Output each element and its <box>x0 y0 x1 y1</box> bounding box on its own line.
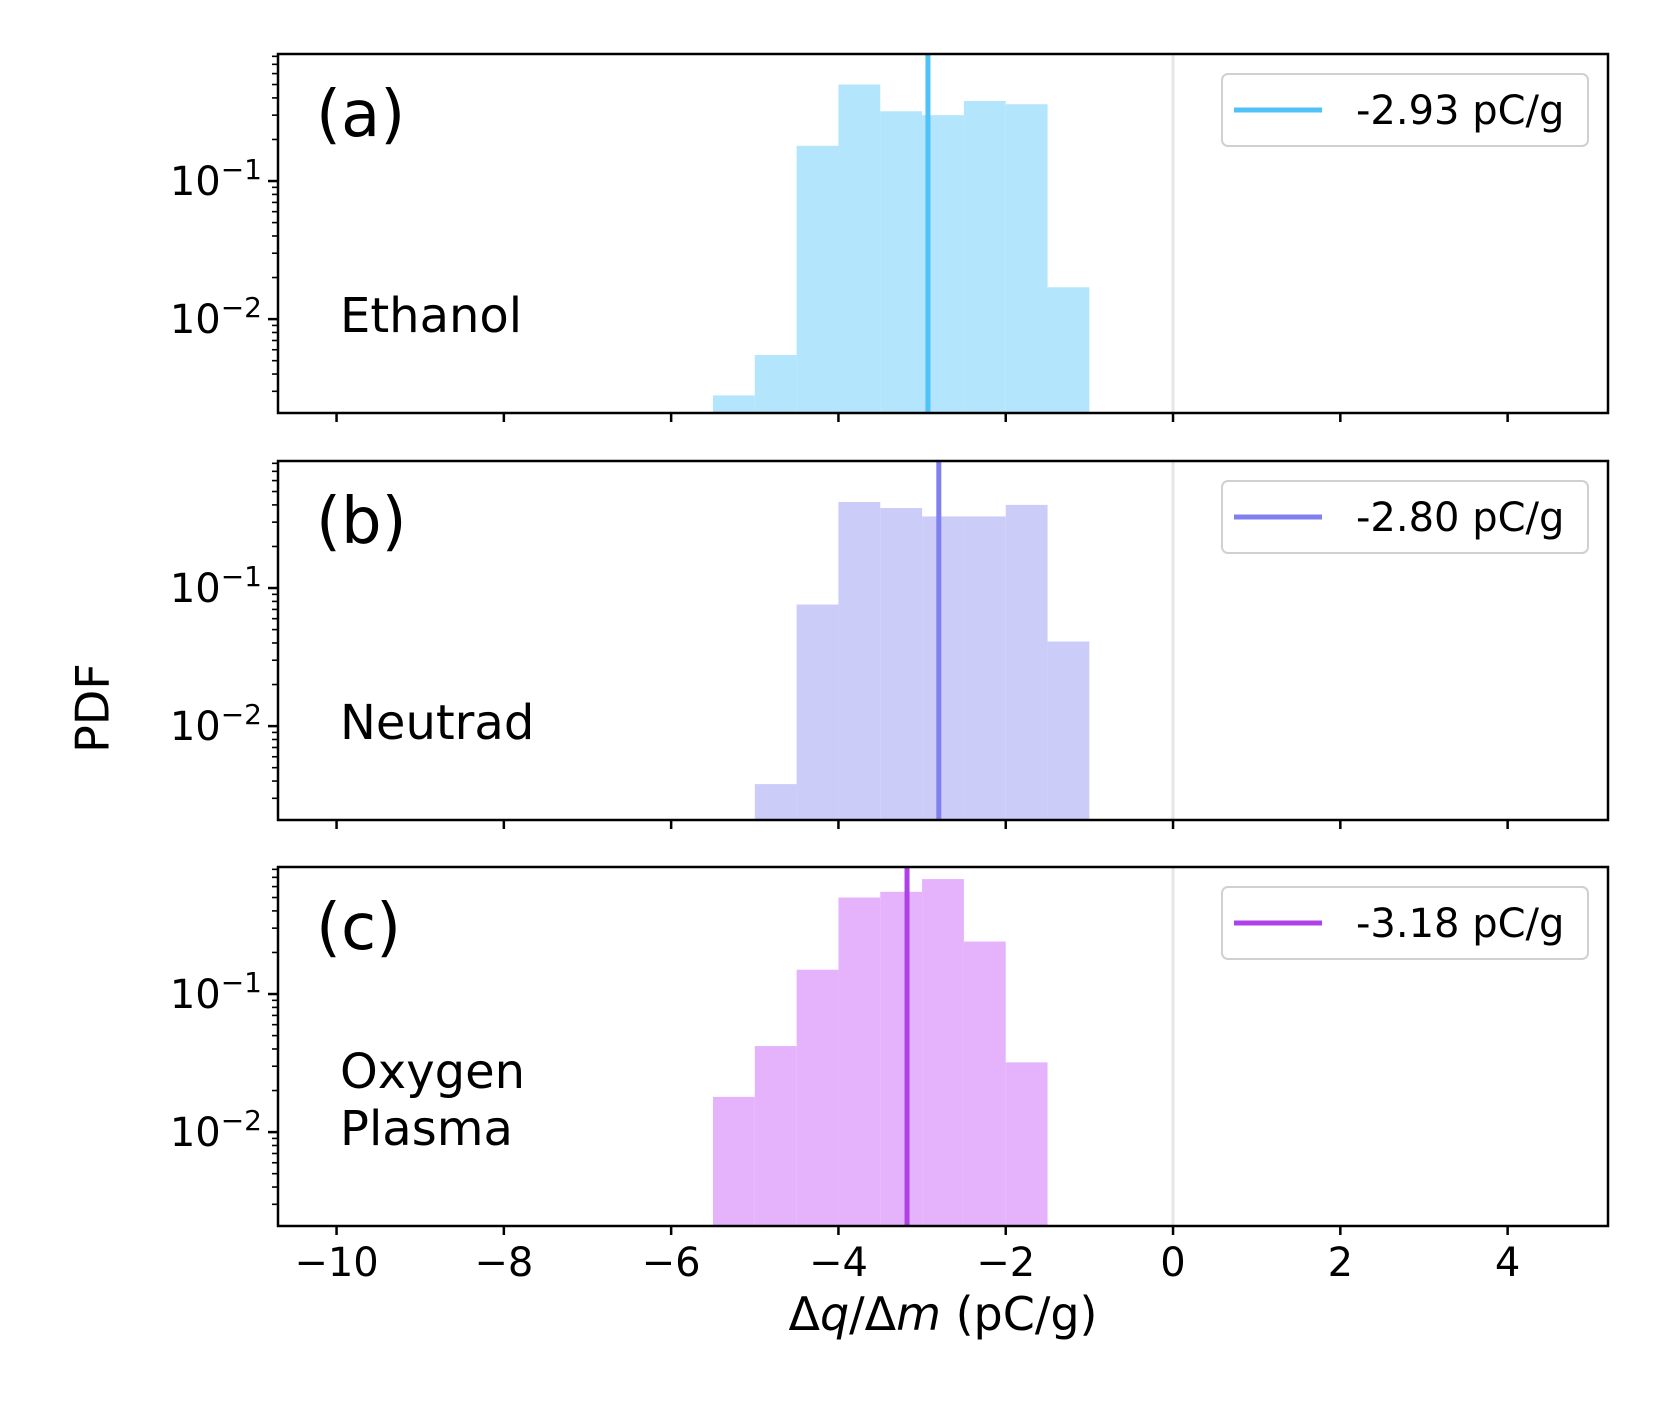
panel-b-y-tick-label-0: 10−1 <box>170 560 262 612</box>
panel-c-bar-6 <box>922 879 964 1226</box>
panel-b-bar-1 <box>754 784 797 820</box>
x-tick-label-4: −2 <box>976 1240 1035 1286</box>
panel-c-y-tick-exponent: −1 <box>221 966 262 999</box>
panel-a-y-tick-exponent: −2 <box>221 291 262 324</box>
panel-c-bar-4 <box>838 897 881 1226</box>
panel-c-legend-box <box>1221 886 1589 960</box>
panel-c-bar-3 <box>796 969 839 1226</box>
x-tick-label-6: 2 <box>1328 1240 1353 1286</box>
panel-a-bar-9 <box>1047 287 1090 413</box>
panels-group: 10−110−2(a)Ethanol-2.93 pC/g10−110−2(b)N… <box>170 52 1610 1286</box>
panel-b-bar-3 <box>838 501 881 820</box>
panel-b-name-line-1: Neutrad <box>340 695 534 751</box>
panel-a-y-tick-label-1: 10−2 <box>170 291 262 343</box>
panel-c-letter: (c) <box>316 891 401 965</box>
panel-a-name-line-1: Ethanol <box>340 288 522 344</box>
panel-c-frame <box>276 865 1610 1228</box>
panel-b-bar-6 <box>963 516 1006 820</box>
panel-c-name-line-1: Oxygen <box>340 1044 525 1100</box>
y-axis-title: PDF <box>66 663 120 753</box>
panel-b-y-tick-label-1: 10−2 <box>170 698 262 750</box>
panel-b-bar-4 <box>880 507 923 820</box>
panel-c: −10 −8 −6 −4 −2 0 2 410−110−2(c)OxygenPlasma-3.… <box>170 865 1610 1286</box>
panel-a-frame <box>276 52 1610 415</box>
panel-a-bar-4 <box>838 84 881 413</box>
x-tick-label-7: 4 <box>1495 1240 1520 1286</box>
panel-c-y-tick-base: 10 <box>170 1110 221 1156</box>
x-tick-label-5: 0 <box>1160 1240 1185 1286</box>
x-axis-title-units: (pC/g) <box>941 1287 1098 1341</box>
panel-a-y-tick-label-0: 10−1 <box>170 153 262 205</box>
panel-b-bar-2 <box>796 604 839 820</box>
panel-a-bar-1 <box>712 395 755 413</box>
x-axis-title-delta-m-symbol: Δ <box>865 1287 897 1341</box>
x-axis-title-q: q <box>820 1287 849 1341</box>
panel-b-y-tick-exponent: −1 <box>221 560 262 593</box>
x-tick-label-1: −8 <box>474 1240 533 1286</box>
panel-b-legend-box <box>1221 480 1589 554</box>
panel-a-bar-3 <box>796 145 839 413</box>
panel-c-bar-2 <box>754 1046 797 1226</box>
panel-a-y-tick-base: 10 <box>170 159 221 205</box>
panel-c-y-tick-exponent: −2 <box>221 1104 262 1137</box>
panel-a-y-tick-exponent: −1 <box>221 153 262 186</box>
panel-a-bar-2 <box>754 354 797 413</box>
panel-a-legend-box <box>1221 73 1589 147</box>
panel-c-y-tick-label-1: 10−2 <box>170 1104 262 1156</box>
panel-b-plot-area <box>754 461 1175 820</box>
panel-c-y-tick-label-0: 10−1 <box>170 966 262 1018</box>
panel-a-bar-7 <box>963 100 1006 413</box>
panel-a-letter: (a) <box>316 78 405 152</box>
panel-b-bar-5 <box>922 516 964 820</box>
panel-a-plot-area <box>712 54 1175 413</box>
panel-a-bar-5 <box>880 111 923 413</box>
panel-b-bar-8 <box>1047 641 1090 820</box>
panel-c-name-line-2: Plasma <box>340 1101 513 1157</box>
panel-b-y-tick-exponent: −2 <box>221 698 262 731</box>
x-tick-label-3: −4 <box>809 1240 868 1286</box>
panel-b-y-tick-base: 10 <box>170 704 221 750</box>
panel-c-bar-5 <box>880 891 923 1226</box>
panel-c-plot-area <box>712 867 1175 1226</box>
panel-b-legend-label: -2.80 pC/g <box>1356 495 1564 541</box>
panel-a-y-tick-base: 10 <box>170 297 221 343</box>
panel-c-legend-label: -3.18 pC/g <box>1356 901 1564 947</box>
panel-a-bar-8 <box>1005 104 1048 413</box>
panel-c-bar-7 <box>963 941 1006 1226</box>
panel-b-bar-7 <box>1005 504 1048 820</box>
panel-c-bar-1 <box>712 1096 755 1226</box>
x-axis-title-slash: / <box>849 1287 865 1341</box>
x-axis-title-delta-q-symbol: Δ <box>789 1287 821 1341</box>
panel-b: 10−110−2(b)Neutrad-2.80 pC/g <box>170 459 1610 829</box>
panel-c-y-tick-base: 10 <box>170 972 221 1018</box>
panel-b-y-tick-base: 10 <box>170 566 221 612</box>
x-axis-title: Δq/Δm (pC/g) <box>789 1287 1098 1341</box>
panel-a-legend-label: -2.93 pC/g <box>1356 88 1564 134</box>
panel-a: 10−110−2(a)Ethanol-2.93 pC/g <box>170 52 1610 422</box>
panel-b-frame <box>276 459 1610 822</box>
x-tick-label-2: −6 <box>642 1240 701 1286</box>
x-axis-title-m: m <box>896 1287 941 1341</box>
panel-c-bar-8 <box>1005 1062 1048 1226</box>
x-tick-label-0: −10 <box>294 1240 378 1286</box>
panel-b-letter: (b) <box>316 485 407 559</box>
